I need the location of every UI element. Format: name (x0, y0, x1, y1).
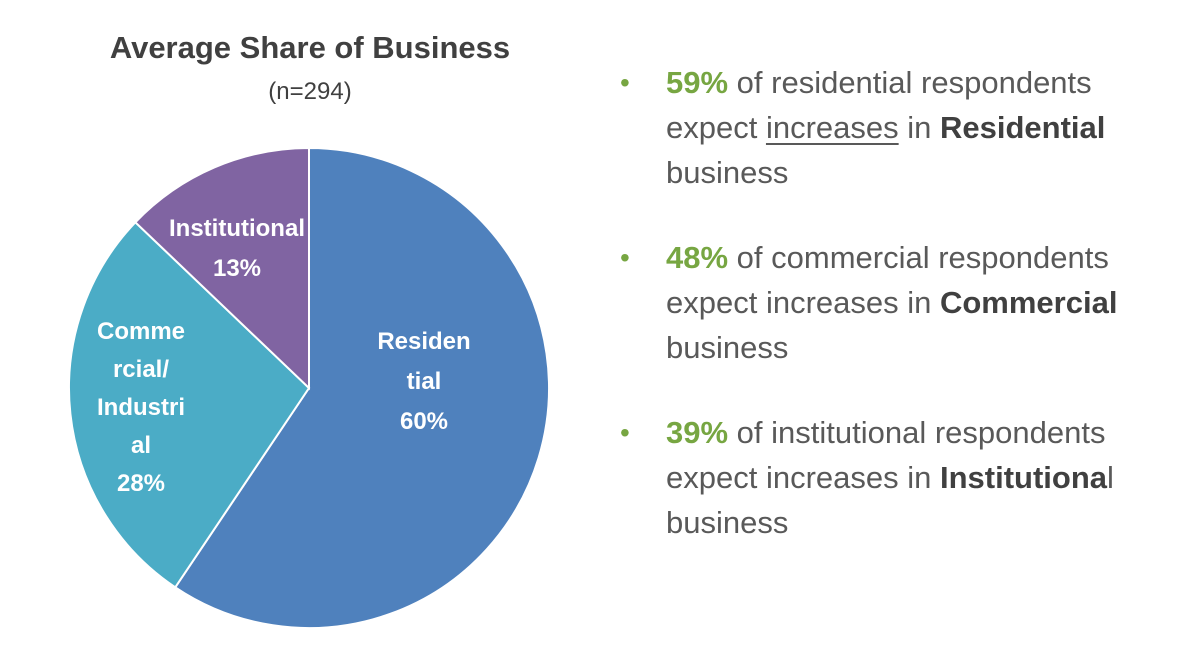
pie-slice-label: Institutional 13% (169, 215, 305, 282)
chart-subtitle: (n=294) (268, 78, 352, 105)
finding-text-end: business (666, 330, 789, 365)
finding-institutional: • 39% of institutional respondents expect… (614, 410, 1184, 545)
pie-slice-commercial-industrial (68, 220, 311, 589)
finding-commercial: • 48% of commercial respondents expect in… (614, 235, 1184, 370)
pie-slice-label-line: tial (407, 368, 442, 395)
pie-slice-label: Residen tial 60% (377, 328, 470, 435)
pie-slice-label-line: Institutional (169, 215, 305, 242)
pie-chart: Residen tial 60% Comme rcial/Industri al 28% In… (68, 146, 550, 629)
finding-text: of institutional respondents expect incr… (666, 415, 1106, 495)
pie-slice-label-line: Industri (97, 394, 185, 421)
pie-slice-label-line: 28% (117, 470, 165, 497)
finding-percent: 59% (666, 65, 729, 100)
bullet-dot: • (620, 417, 630, 448)
finding-emphasis: Residential (940, 110, 1106, 145)
finding-text: of commercial respondents expect increas… (666, 240, 1109, 320)
bullet-dot: • (620, 242, 630, 273)
pie-slice-institutional (133, 146, 310, 391)
finding-text-end: business (666, 155, 789, 190)
finding-percent: 48% (666, 240, 729, 275)
pie-slice-label-line: Residen (377, 328, 470, 355)
finding-text-mid: in (898, 110, 940, 145)
finding-text: of residential respondents expect (666, 65, 1092, 145)
finding-percent: 39% (666, 415, 729, 450)
chart-title: Average Share of Business (109, 30, 511, 65)
pie-slice-label-line: 60% (400, 408, 448, 435)
pie-slice-residential (173, 146, 550, 629)
pie-slice-label-line: al (131, 432, 151, 459)
finding-residential: • 59% of residential respondents expect i… (614, 60, 1184, 195)
pie-slice-label-line: 13% (213, 255, 261, 282)
finding-text-end: l business (666, 460, 1114, 540)
findings-list: • 59% of residential respondents expect i… (614, 60, 1184, 545)
finding-emphasis: Institutiona (939, 460, 1108, 495)
pie-slice-label: Comme rcial/Industri al 28% (97, 318, 185, 497)
bullet-dot: • (620, 67, 630, 98)
finding-emphasis: Commercial (939, 285, 1118, 320)
pie-slice-label-line: Comme (97, 318, 185, 345)
pie-slice-label-line: rcial/ (113, 356, 169, 383)
finding-underlined: increases (765, 110, 899, 145)
